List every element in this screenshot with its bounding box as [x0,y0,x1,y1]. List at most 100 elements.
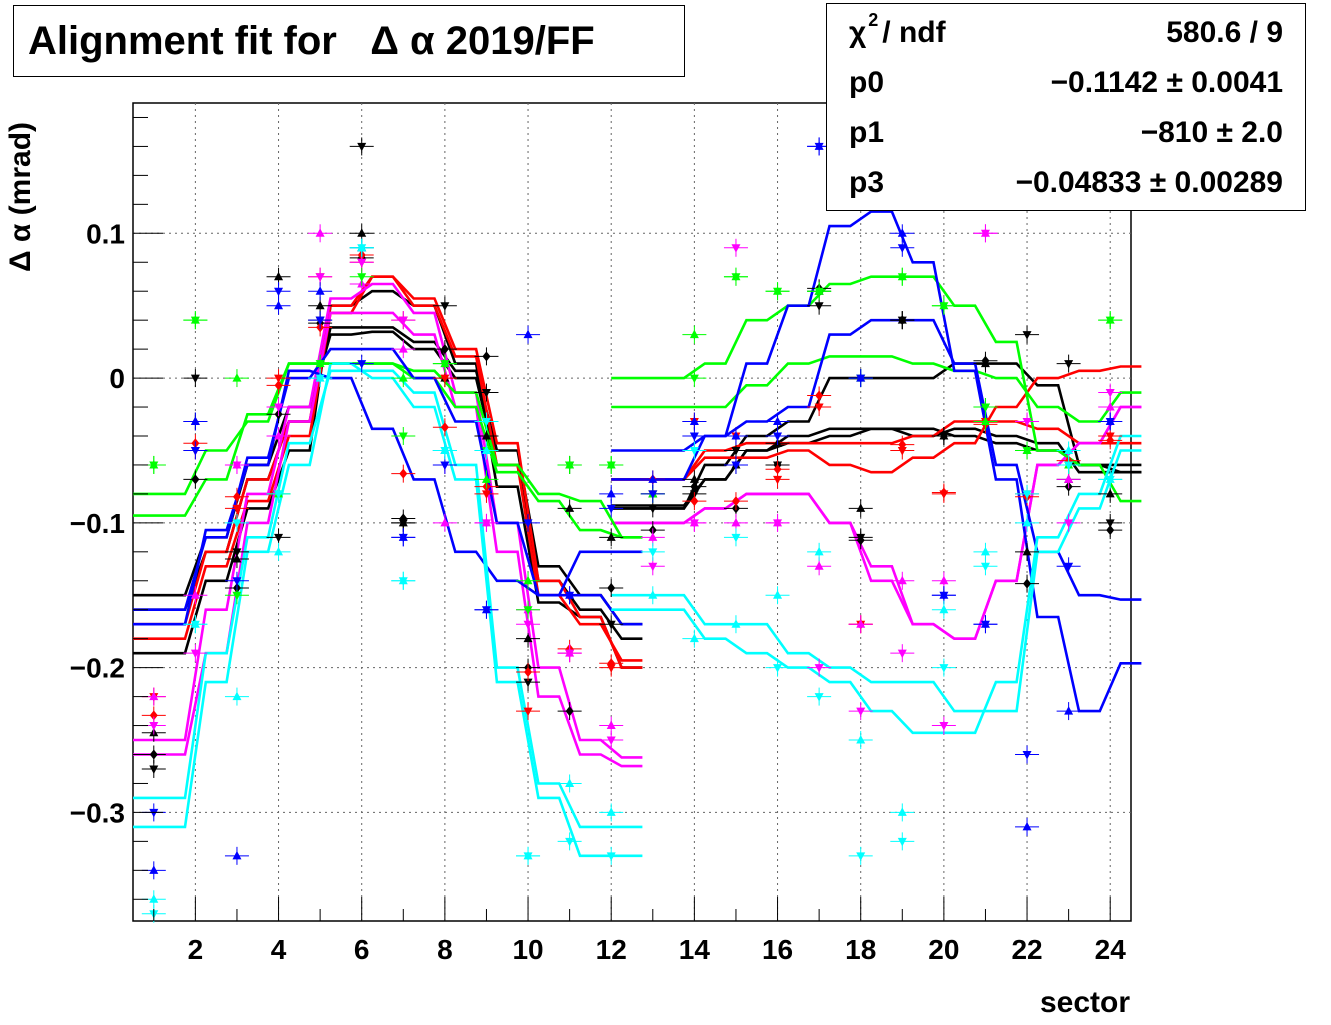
marker-triangle-up [606,488,616,498]
fit-curve-right [611,405,1142,640]
y-tick-label: 0.1 [86,218,125,249]
marker-triangle-up [523,329,533,339]
marker-triangle-up [398,344,408,353]
data-point [848,731,873,750]
data-point [931,296,956,315]
data-point [599,499,624,518]
marker-triangle-down [897,244,907,253]
marker-triangle-down [939,722,949,731]
data-point [599,528,624,547]
marker-triangle-up [274,300,284,310]
data-point [682,492,707,511]
marker-triangle-down [1022,418,1032,427]
data-point [516,571,541,590]
data-point [765,513,790,532]
data-point [474,383,499,402]
marker-triangle-down [731,533,741,543]
data-point [890,311,915,330]
data-point [723,528,748,547]
marker-triangle-down [440,360,450,369]
y-tick-label: −0.3 [70,797,125,828]
marker-triangle-down [149,722,159,731]
marker-triangle-down [731,461,741,470]
data-point [183,644,208,663]
marker-diamond [440,344,449,355]
data-point [931,716,956,735]
data-point [224,846,249,865]
data-point [183,441,208,460]
marker-triangle-up [481,430,491,440]
marker-triangle-down [523,519,533,528]
marker-triangle-down [565,591,575,601]
marker-triangle-up [606,720,616,730]
stat-p3-value: −0.04833 ± 0.00289 [1015,166,1283,199]
marker-triangle-up [274,430,284,440]
marker-triangle-down [606,852,616,861]
fit-curve-right [611,365,1142,481]
marker-triangle-down [980,229,990,239]
data-point [807,398,832,417]
marker-triangle-down [773,475,783,485]
marker-triangle-down [648,504,658,514]
marker-triangle-down [232,461,242,470]
data-point [1015,412,1040,431]
marker-triangle-down [481,490,491,499]
data-point [890,644,915,663]
data-point [224,687,249,706]
stat-chi-label: χ [849,16,867,49]
data-point [224,542,249,561]
marker-triangle-down [315,360,325,369]
marker-triangle-down [232,504,242,514]
data-point [474,513,499,532]
marker-diamond [773,464,782,475]
data-point [848,615,873,634]
marker-triangle-down [523,852,533,861]
x-tick-label: 20 [928,934,959,965]
marker-triangle-down [856,707,866,717]
marker-triangle-down [190,374,200,384]
marker-triangle-up [357,228,367,237]
marker-triangle-up [814,561,824,570]
data-point [141,759,166,778]
marker-triangle-up [980,358,990,368]
marker-triangle-down [939,432,949,441]
marker-triangle-down [481,418,491,427]
data-point [1098,383,1123,402]
data-point [973,557,998,576]
marker-triangle-down [980,403,990,413]
marker-triangle-down [606,504,616,514]
marker-triangle-down [897,273,907,282]
data-point [1056,702,1081,721]
marker-diamond [607,583,616,594]
data-point [183,369,208,388]
marker-triangle-down [897,446,907,456]
marker-diamond [565,706,574,717]
marker-triangle-up [190,590,200,599]
stat-p0-label: p0 [849,66,885,99]
data-point [391,311,416,330]
data-point [1015,484,1040,503]
data-point [1098,513,1123,532]
marker-triangle-down [731,273,741,282]
marker-triangle-up [274,271,284,281]
marker-triangle-up [565,778,575,787]
marker-triangle-up [523,633,533,643]
marker-diamond [149,710,158,721]
marker-triangle-up [773,590,783,599]
marker-triangle-up [1022,517,1032,527]
marker-diamond [1023,578,1032,589]
data-point [308,311,333,330]
x-tick-label: 10 [512,934,543,965]
x-tick-label: 16 [762,934,793,965]
data-point [1098,412,1123,431]
x-tick-label: 24 [1095,934,1127,965]
marker-diamond [149,749,158,760]
data-point [183,470,208,489]
data-point [183,412,208,431]
data-point [474,470,499,489]
marker-triangle-down [773,432,783,441]
marker-triangle-down [939,302,949,311]
marker-triangle-down [1105,432,1115,441]
data-point [557,455,582,474]
marker-triangle-down [689,519,699,528]
